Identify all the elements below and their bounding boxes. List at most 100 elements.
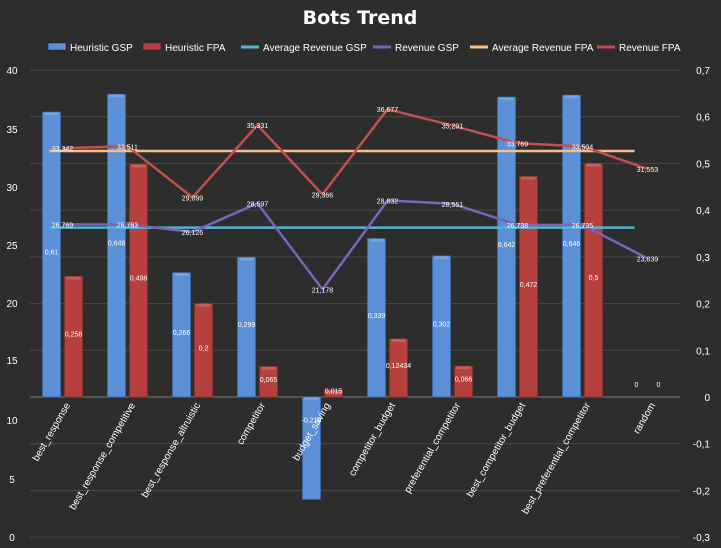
bar-data-label: 0,12434 <box>386 363 411 370</box>
line-data-label: 33,769 <box>507 141 529 148</box>
bar-heuristic-gsp <box>302 396 321 500</box>
category-label: preferential_competitor <box>402 400 463 495</box>
left-axis-tick: 40 <box>6 66 18 77</box>
line-data-label: 29,366 <box>312 192 334 199</box>
bars <box>42 93 603 500</box>
bar-highlight <box>131 164 146 168</box>
category-label: best_response_altruistic <box>140 401 203 500</box>
bar-highlight <box>369 238 384 242</box>
line-data-label: 28,551 <box>442 202 464 209</box>
line-data-label: 29,099 <box>182 195 204 202</box>
bar-heuristic-gsp <box>562 94 581 398</box>
left-axis-tick: 30 <box>6 183 18 194</box>
legend-entry: Average Revenue GSP <box>263 43 367 54</box>
bar-data-label: 0,065 <box>260 377 278 384</box>
bar-highlight <box>304 397 319 400</box>
bar-heuristic-gsp <box>432 255 451 398</box>
line-data-label: 33,504 <box>572 144 594 151</box>
right-axis-tick: 0,4 <box>696 206 710 217</box>
right-axis-tick: 0,5 <box>696 159 710 170</box>
bar-highlight <box>196 303 211 307</box>
bar-data-label: 0,642 <box>498 242 516 249</box>
bar-data-label: 0,2 <box>199 345 209 352</box>
right-axis-tick: -0,2 <box>693 486 711 497</box>
bar-heuristic-gsp <box>172 272 191 398</box>
line-data-label: 21,178 <box>312 287 334 294</box>
line-revenue-fpa <box>62 107 648 199</box>
bar-highlight <box>66 276 81 280</box>
line-data-label: 26,126 <box>182 230 204 237</box>
left-axis-tick: 25 <box>6 241 18 252</box>
bar-data-label: 0 <box>657 382 661 389</box>
category-label: best_response_competitive <box>68 401 139 512</box>
bar-highlight <box>391 338 406 342</box>
bar-heuristic-fpa <box>194 303 213 398</box>
bar-highlight <box>44 112 59 116</box>
bar-data-label: 0,646 <box>563 241 581 248</box>
line-data-label: 26,769 <box>52 222 74 229</box>
right-axis-tick: 0,1 <box>696 346 710 357</box>
line-data-label: 35,291 <box>442 124 464 131</box>
left-axis-tick: 20 <box>6 299 18 310</box>
bar-data-label: 0,015 <box>325 388 343 395</box>
legend-entry: Heuristic FPA <box>165 43 226 54</box>
left-axis-tick: 5 <box>9 475 15 486</box>
bar-heuristic-fpa <box>129 163 148 398</box>
bar-heuristic-fpa <box>584 163 603 398</box>
bar-heuristic-gsp <box>237 256 256 398</box>
bar-data-label: 0,498 <box>130 276 148 283</box>
bar-highlight <box>499 97 514 101</box>
right-axis-tick: -0,1 <box>693 440 711 451</box>
line-data-label: 31,553 <box>637 167 659 174</box>
bar-data-label: 0,302 <box>433 321 451 328</box>
bar-heuristic-fpa <box>259 366 278 398</box>
legend: Heuristic GSP Heuristic FPA Average Revenu… <box>47 42 681 54</box>
legend-swatch <box>142 42 162 51</box>
legend-entry: Heuristic GSP <box>70 43 133 54</box>
category-label: best_response <box>31 401 74 464</box>
bar-highlight <box>434 255 449 259</box>
bar-highlight <box>564 95 579 99</box>
right-axis-tick: -0,3 <box>693 533 711 544</box>
right-axis-tick: 0,2 <box>696 300 710 311</box>
bar-highlight <box>586 163 601 167</box>
line-data-label: 26,735 <box>572 223 594 230</box>
bar-heuristic-fpa <box>519 176 538 398</box>
left-axis-tick: 35 <box>6 125 18 136</box>
bar-data-label: 0,299 <box>238 322 256 329</box>
bar-data-label: 0,258 <box>65 332 83 339</box>
chart-title: Bots Trend <box>303 7 418 29</box>
legend-entry: Average Revenue FPA <box>492 43 594 54</box>
line-data-label: 28,597 <box>247 201 269 208</box>
category-label: competitor_budget <box>347 401 398 478</box>
category-label: competitor <box>235 400 268 447</box>
bar-data-label: 0,339 <box>368 313 386 320</box>
line-revenue-gsp <box>62 199 649 291</box>
left-axis-tick: 0 <box>9 533 15 544</box>
bar-data-label: 0,5 <box>589 275 599 282</box>
left-axis-tick: 15 <box>6 356 18 367</box>
bar-data-label: 0,066 <box>455 377 473 384</box>
line-data-label: 33,511 <box>117 144 138 151</box>
bar-highlight <box>239 257 254 261</box>
right-axis-tick: 0 <box>704 393 710 404</box>
bar-data-label: 0,266 <box>173 330 191 337</box>
category-label: best_competitor_budget <box>465 401 528 500</box>
category-label: best_preferential_competitor <box>520 400 593 516</box>
lines <box>49 107 649 291</box>
bar-heuristic-gsp <box>497 96 516 398</box>
bar-heuristic-fpa <box>389 338 408 398</box>
right-axis-tick: 0,7 <box>696 66 710 77</box>
bar-heuristic-gsp <box>107 93 126 398</box>
line-data-label: 26,738 <box>507 223 529 230</box>
line-data-label: 26,763 <box>117 223 139 230</box>
bar-highlight <box>174 272 189 276</box>
bar-highlight <box>326 389 341 393</box>
line-data-label: 35,331 <box>247 123 269 130</box>
line-data-label: 33,342 <box>52 146 74 153</box>
category-label: random <box>632 401 658 436</box>
legend-swatch <box>47 42 67 51</box>
bar-heuristic-gsp <box>367 238 386 398</box>
